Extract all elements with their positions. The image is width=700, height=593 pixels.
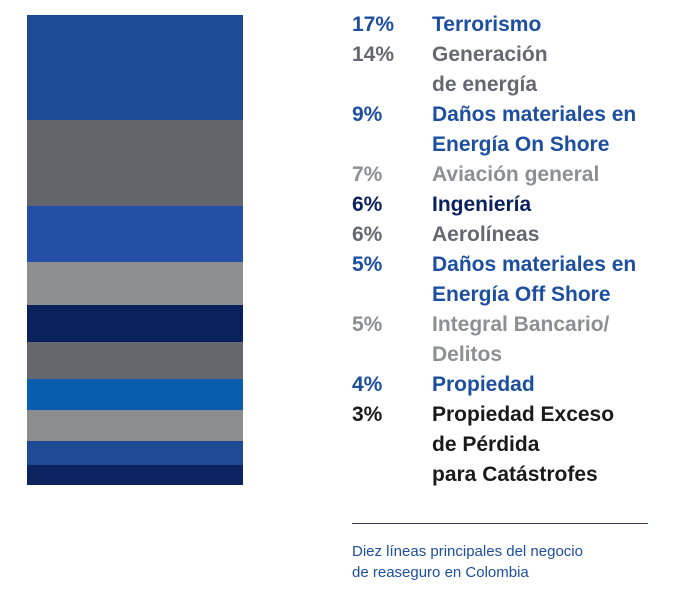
caption-line-2: de reaseguro en Colombia <box>352 564 529 581</box>
legend-label: Generación de energía <box>432 40 672 100</box>
legend-label-line: Daños materiales en <box>432 103 637 126</box>
legend-label: Aviación general <box>432 160 672 190</box>
legend-label: Aerolíneas <box>432 220 672 250</box>
legend-pct: 6% <box>352 193 383 216</box>
legend-label-line: Propiedad Exceso <box>432 403 615 426</box>
legend-pct: 3% <box>352 403 383 426</box>
bar-segment-3 <box>27 206 243 263</box>
legend-label-line: Aviación general <box>432 163 600 186</box>
legend-label: Ingeniería <box>432 190 672 220</box>
legend-pct: 9% <box>352 103 383 126</box>
stacked-bar <box>27 15 243 485</box>
legend-label: Daños materiales en Energía Off Shore <box>432 250 672 310</box>
legend-label-line: Generación <box>432 43 548 66</box>
legend-label: Propiedad Exceso de Pérdida para Catástrof… <box>432 400 672 490</box>
legend-label-line: Daños materiales en <box>432 253 637 276</box>
bar-segment-5 <box>27 305 243 343</box>
legend-label-line: Energía Off Shore <box>432 283 611 306</box>
legend-label-line: para Catástrofes <box>432 463 598 486</box>
legend-pct: 7% <box>352 163 383 186</box>
bar-segment-9 <box>27 440 243 467</box>
legend-label-line: Integral Bancario/ <box>432 313 610 336</box>
bar-segment-1 <box>27 15 243 121</box>
bar-segment-2 <box>27 119 243 207</box>
legend-pct: 5% <box>352 313 383 336</box>
caption-line-1: Diez líneas principales del negocio <box>352 543 583 560</box>
bar-segment-10 <box>27 465 243 485</box>
bar-segment-6 <box>27 342 243 380</box>
bar-segment-7 <box>27 379 243 411</box>
legend-pct: 17% <box>352 13 395 36</box>
legend-label: Terrorismo <box>432 10 672 40</box>
legend-label-line: Terrorismo <box>432 13 542 36</box>
caption: Diez líneas principales del negocio de r… <box>352 541 672 583</box>
bar-segment-4 <box>27 261 243 306</box>
legend-label: Propiedad <box>432 370 672 400</box>
legend-label-line: Delitos <box>432 343 503 366</box>
legend-label-line: Aerolíneas <box>432 223 540 246</box>
legend-label: Integral Bancario/Delitos <box>432 310 672 370</box>
divider <box>352 523 648 524</box>
legend-label-line: Energía On Shore <box>432 133 610 156</box>
legend-label-line: de Pérdida <box>432 433 540 456</box>
legend-label-line: de energía <box>432 73 538 96</box>
legend-pct: 4% <box>352 373 383 396</box>
bar-segment-8 <box>27 409 243 442</box>
legend-pct: 5% <box>352 253 383 276</box>
legend-label: Daños materiales en Energía On Shore <box>432 100 672 160</box>
legend-pct: 6% <box>352 223 383 246</box>
legend-pct: 14% <box>352 43 395 66</box>
legend-label-line: Ingeniería <box>432 193 532 216</box>
legend-label-line: Propiedad <box>432 373 535 396</box>
